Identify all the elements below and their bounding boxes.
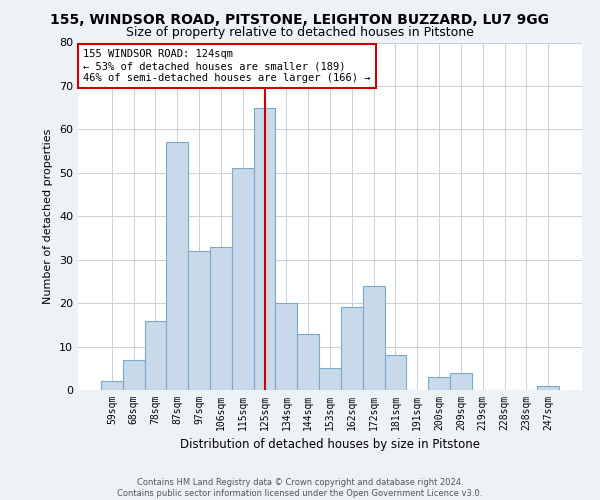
- Bar: [428, 377, 450, 390]
- Bar: [537, 386, 559, 390]
- Bar: [385, 355, 406, 390]
- Text: 155, WINDSOR ROAD, PITSTONE, LEIGHTON BUZZARD, LU7 9GG: 155, WINDSOR ROAD, PITSTONE, LEIGHTON BU…: [50, 12, 550, 26]
- Bar: [363, 286, 385, 390]
- Bar: [319, 368, 341, 390]
- X-axis label: Distribution of detached houses by size in Pitstone: Distribution of detached houses by size …: [180, 438, 480, 452]
- Bar: [145, 320, 166, 390]
- Text: 155 WINDSOR ROAD: 124sqm
← 53% of detached houses are smaller (189)
46% of semi-: 155 WINDSOR ROAD: 124sqm ← 53% of detach…: [83, 50, 371, 82]
- Bar: [101, 382, 123, 390]
- Bar: [123, 360, 145, 390]
- Bar: [166, 142, 188, 390]
- Bar: [450, 372, 472, 390]
- Bar: [297, 334, 319, 390]
- Bar: [275, 303, 297, 390]
- Text: Size of property relative to detached houses in Pitstone: Size of property relative to detached ho…: [126, 26, 474, 39]
- Text: Contains HM Land Registry data © Crown copyright and database right 2024.
Contai: Contains HM Land Registry data © Crown c…: [118, 478, 482, 498]
- Bar: [188, 251, 210, 390]
- Y-axis label: Number of detached properties: Number of detached properties: [43, 128, 53, 304]
- Bar: [210, 246, 232, 390]
- Bar: [232, 168, 254, 390]
- Bar: [341, 308, 363, 390]
- Bar: [254, 108, 275, 390]
